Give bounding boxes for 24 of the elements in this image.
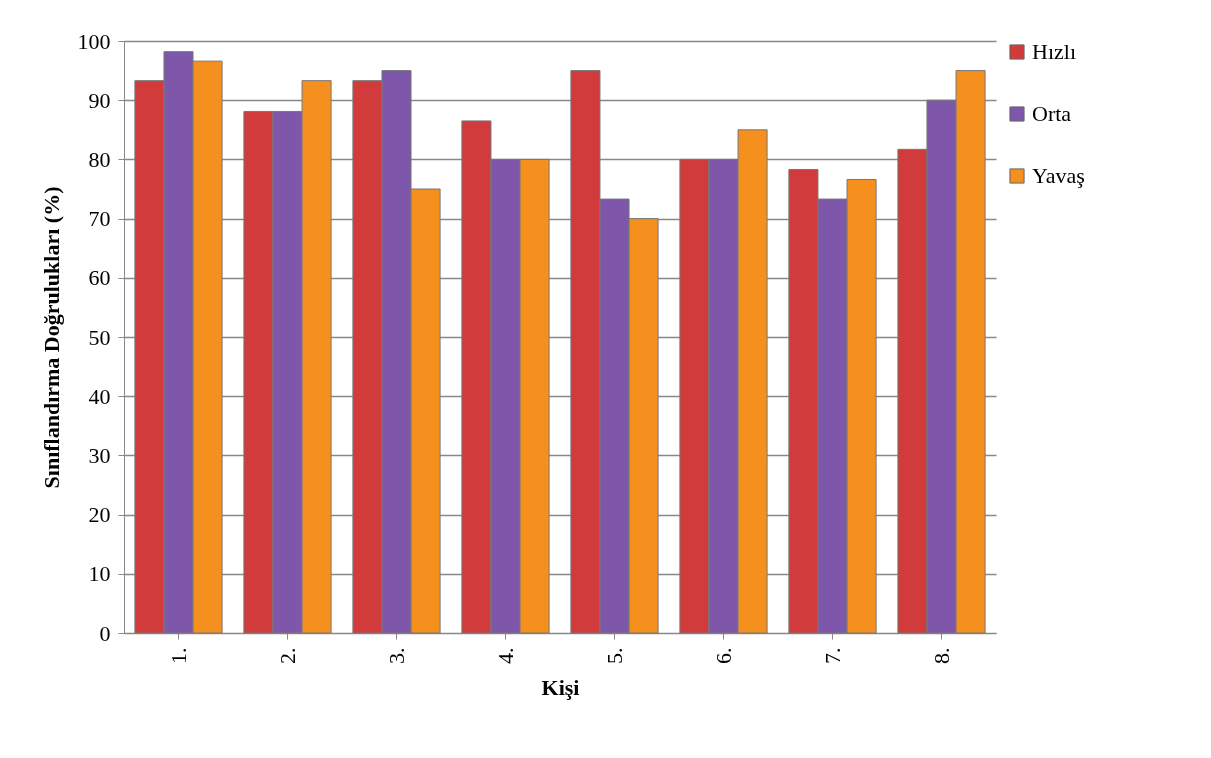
x-tick-label: 8. bbox=[928, 647, 954, 664]
x-tick-label: 7. bbox=[819, 647, 845, 664]
x-tick-label: 1. bbox=[165, 647, 191, 664]
y-tick-label: 20 bbox=[88, 502, 111, 528]
y-tick-label: 80 bbox=[88, 146, 111, 172]
legend-label: Orta bbox=[1032, 101, 1072, 126]
y-tick-label: 90 bbox=[88, 87, 111, 113]
y-tick-label: 0 bbox=[99, 620, 111, 646]
y-tick-label: 100 bbox=[77, 28, 111, 54]
x-tick-label: 2. bbox=[274, 647, 300, 664]
y-tick-label: 10 bbox=[88, 561, 111, 587]
legend-label: Yavaş bbox=[1032, 163, 1085, 188]
y-axis-title: Sınıflandırma Doğrulukları (%) bbox=[38, 186, 64, 489]
y-tick-label: 60 bbox=[88, 265, 111, 291]
legend-label: Hızlı bbox=[1032, 39, 1076, 64]
x-tick-label: 3. bbox=[383, 647, 409, 664]
x-tick-label: 5. bbox=[601, 647, 627, 664]
y-tick-label: 50 bbox=[88, 324, 111, 350]
x-axis-title: Kişi bbox=[541, 675, 580, 700]
x-tick-label: 6. bbox=[710, 647, 736, 664]
x-tick-label: 4. bbox=[492, 647, 518, 664]
y-tick-label: 30 bbox=[88, 442, 111, 468]
y-tick-label: 70 bbox=[88, 206, 111, 232]
y-tick-label: 40 bbox=[88, 383, 111, 409]
